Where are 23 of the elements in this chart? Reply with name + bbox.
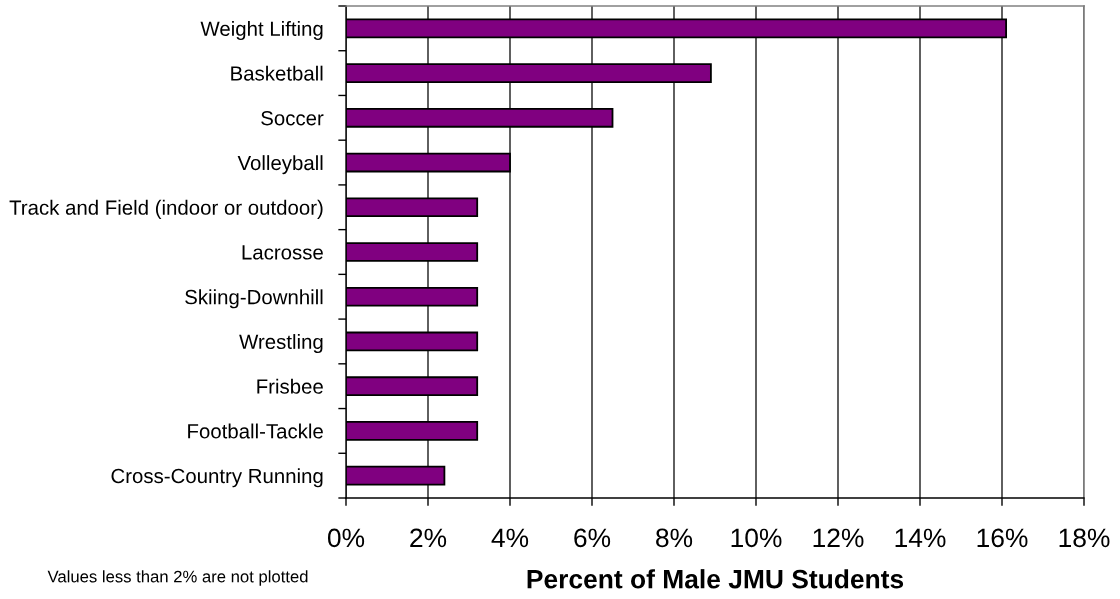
y-tick-label: Basketball: [231, 65, 323, 81]
x-tick-label: 2%: [410, 528, 447, 548]
x-tick-label: 16%: [977, 528, 1028, 548]
x-tick-label: 0%: [327, 528, 365, 548]
y-tick-label: Volleyball: [237, 155, 323, 175]
y-tick-label: Football-Tackle: [188, 423, 323, 439]
y-tick-label: Track and Field (indoor or outdoor): [9, 199, 323, 219]
y-tick-label: Frisbee: [257, 378, 323, 394]
x-tick-label: 10%: [731, 528, 782, 548]
y-tick-label: Weight Lifting: [200, 20, 323, 40]
y-tick-label: Soccer: [261, 110, 324, 126]
y-tick-label: Wrestling: [239, 334, 323, 354]
x-axis-title: Percent of Male JMU Students: [527, 569, 904, 589]
x-tick-label: 6%: [574, 528, 611, 548]
x-tick-label: 14%: [895, 528, 946, 548]
y-tick-label: Skiing-Downhill: [185, 289, 323, 309]
x-tick-label: 4%: [491, 528, 529, 548]
y-tick-label: Lacrosse: [242, 245, 323, 260]
x-tick-label: 18%: [1059, 528, 1110, 548]
y-tick-label: Cross-Country Running: [111, 468, 323, 488]
x-tick-label: 12%: [813, 528, 864, 548]
text: Values less than 2% are not plotted: [47, 570, 308, 586]
x-tick-label: 8%: [656, 528, 693, 548]
